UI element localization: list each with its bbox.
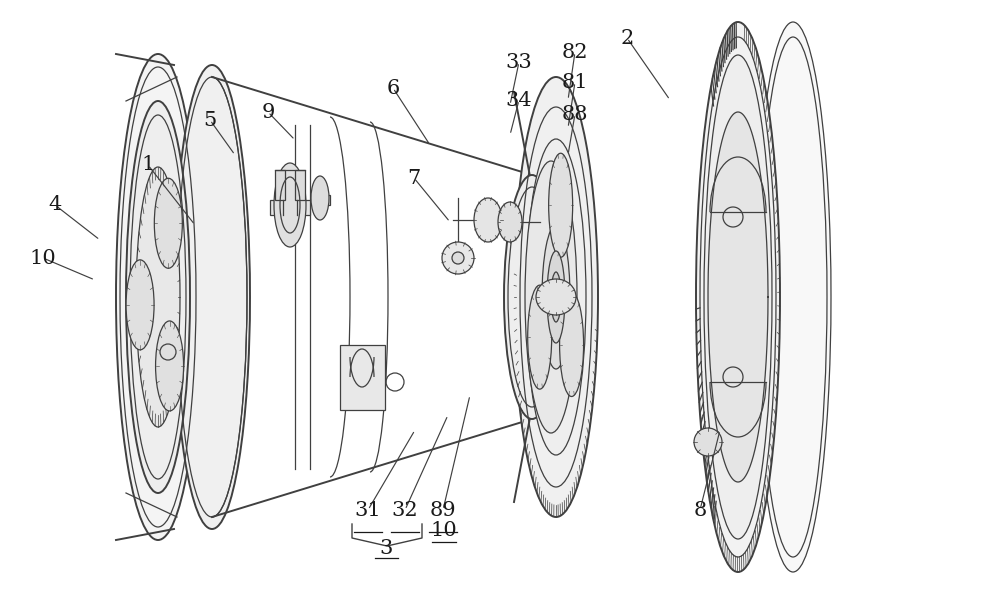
Polygon shape [270,200,310,215]
Ellipse shape [528,285,552,389]
Ellipse shape [755,22,831,572]
Ellipse shape [498,202,522,242]
Ellipse shape [696,22,780,572]
Ellipse shape [116,54,200,540]
Text: 89: 89 [430,501,456,520]
Text: 81: 81 [562,72,588,91]
Ellipse shape [542,225,570,369]
Ellipse shape [136,167,180,427]
Text: 32: 32 [392,501,418,520]
Ellipse shape [154,178,182,268]
Text: 7: 7 [407,169,421,188]
Ellipse shape [704,55,772,539]
Text: 3: 3 [379,539,393,558]
Text: 31: 31 [355,501,381,520]
Polygon shape [708,112,768,482]
Ellipse shape [694,428,722,456]
Text: 5: 5 [203,110,217,129]
Text: 4: 4 [48,195,62,214]
Ellipse shape [126,101,190,493]
Ellipse shape [174,65,250,529]
Text: 1: 1 [141,156,155,175]
Text: 10: 10 [431,520,457,539]
Ellipse shape [442,242,474,274]
Ellipse shape [274,163,306,247]
Polygon shape [312,195,330,205]
Text: 33: 33 [506,52,532,71]
Ellipse shape [311,176,329,220]
Ellipse shape [551,272,561,322]
Text: 2: 2 [620,29,634,48]
Ellipse shape [504,175,560,419]
Ellipse shape [126,260,154,350]
FancyBboxPatch shape [340,345,385,410]
Ellipse shape [547,251,565,343]
Text: 82: 82 [562,43,588,62]
Text: 9: 9 [261,103,275,122]
Ellipse shape [549,153,573,257]
Text: 88: 88 [562,105,588,124]
Ellipse shape [514,77,598,517]
Ellipse shape [474,198,502,242]
Polygon shape [295,170,305,200]
Text: 34: 34 [506,90,532,109]
Text: 8: 8 [693,501,707,520]
Polygon shape [275,170,285,200]
Text: 6: 6 [386,78,400,97]
Ellipse shape [525,161,577,433]
Ellipse shape [452,252,464,264]
Ellipse shape [156,321,184,411]
Ellipse shape [526,139,586,455]
Ellipse shape [536,279,576,315]
Ellipse shape [560,292,584,397]
Text: 10: 10 [30,248,56,267]
